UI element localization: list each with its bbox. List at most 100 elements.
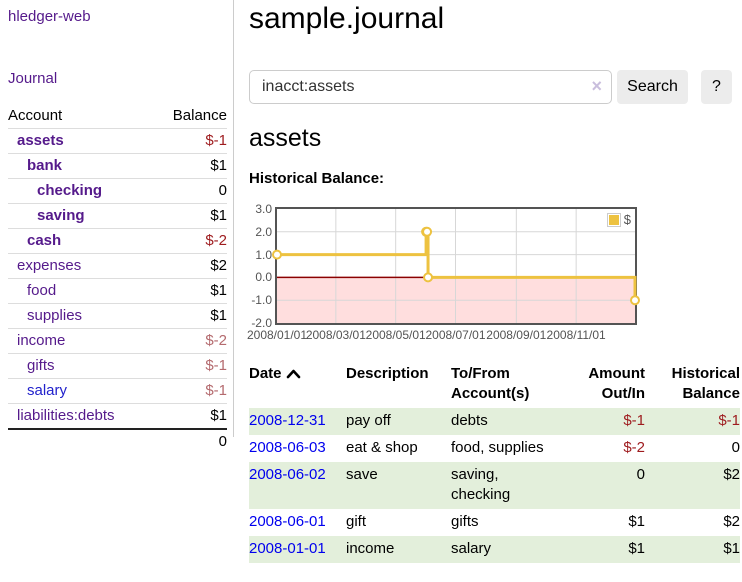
transaction-date-link[interactable]: 2008-06-01 (249, 513, 326, 530)
account-total-value: 0 (218, 433, 227, 450)
search-input-wrap: × (249, 70, 612, 104)
transaction-amount: $1 (628, 513, 645, 530)
y-tick-label: 2.0 (255, 224, 272, 239)
transaction-description: income (346, 540, 395, 557)
help-button[interactable]: ? (701, 70, 732, 104)
account-row: liabilities:debts $1 (8, 404, 227, 429)
account-row: gifts $-1 (8, 354, 227, 379)
y-tick-label: -2.0 (251, 316, 272, 330)
account-link[interactable]: income (17, 332, 66, 349)
sidebar-item-journal[interactable]: Journal (8, 70, 58, 87)
transaction-amount: 0 (636, 466, 645, 483)
main-content: sample.journal × Search ? assets Histori… (247, 0, 742, 582)
account-link[interactable]: salary (27, 382, 68, 399)
brand-link[interactable]: hledger-web (8, 8, 91, 25)
y-tick-label: -1.0 (251, 293, 272, 308)
account-link[interactable]: assets (17, 132, 64, 149)
account-balance: $1 (210, 157, 227, 174)
account-row: expenses $2 (8, 254, 227, 279)
transaction-description: pay off (346, 412, 391, 429)
account-row: bank $1 (8, 154, 227, 179)
description-column-header: Description (346, 365, 429, 382)
account-balance: $1 (210, 282, 227, 299)
account-tree: Account Balance assets $-1 bank $1 checking 0… (8, 104, 227, 454)
register-row: 2008-01-01 income salary $1 $1 (249, 536, 740, 563)
date-column-header[interactable]: Date (249, 358, 346, 408)
page-title: sample.journal (249, 2, 445, 35)
account-balance: $1 (210, 307, 227, 324)
account-heading: assets (249, 124, 322, 152)
transaction-description: eat & shop (346, 439, 418, 456)
account-balance: $2 (210, 257, 227, 274)
account-tree-body: assets $-1 bank $1 checking 0 saving $1 cash $-2 e… (8, 129, 227, 429)
search-input[interactable] (249, 70, 612, 104)
balance-column-header: Balance (172, 107, 227, 124)
register-header-row: Date Description To/From Account(s) Amou… (249, 358, 740, 408)
account-balance: $-2 (205, 332, 227, 349)
account-row: income $-2 (8, 329, 227, 354)
transaction-date-link[interactable]: 2008-01-01 (249, 540, 326, 557)
account-total-spacer (8, 429, 153, 454)
transaction-description: gift (346, 513, 367, 530)
amount-column-header: Amount Out/In (588, 365, 645, 402)
account-total-row: 0 (8, 429, 227, 454)
search-bar: × Search ? (249, 70, 742, 104)
account-row: checking 0 (8, 179, 227, 204)
account-link[interactable]: bank (27, 157, 63, 174)
x-tick-label: 2008/03/01 (305, 328, 366, 342)
legend-label: $ (623, 212, 631, 227)
y-tick-label: 0.0 (255, 270, 272, 285)
account-row: food $1 (8, 279, 227, 304)
account-balance: $1 (210, 207, 227, 224)
transaction-date-link[interactable]: 2008-12-31 (249, 412, 326, 429)
legend-swatch-icon (606, 212, 621, 227)
clear-search-icon[interactable]: × (591, 76, 602, 96)
chart-x-axis: 2008/01/01 2008/03/01 2008/05/01 2008/07/01… (247, 328, 635, 344)
chart-y-axis: 3.0 2.0 1.0 0.0 -1.0 -2.0 (239, 202, 272, 330)
account-link[interactable]: expenses (17, 257, 82, 274)
transaction-balance: $-1 (718, 412, 740, 429)
transaction-accounts: salary (451, 540, 492, 557)
y-tick-label: 1.0 (255, 247, 272, 262)
transaction-amount: $1 (628, 540, 645, 557)
account-link[interactable]: saving (37, 207, 85, 224)
account-row: supplies $1 (8, 304, 227, 329)
transaction-balance: $1 (723, 540, 740, 557)
transaction-accounts: gifts (451, 513, 479, 530)
transaction-amount: $-1 (623, 412, 645, 429)
x-tick-label: 2008/09/01 (486, 328, 547, 342)
account-balance: $-1 (205, 382, 227, 399)
register-row: 2008-12-31 pay off debts $-1 $-1 (249, 408, 740, 435)
account-row: salary $-1 (8, 379, 227, 404)
account-balance: 0 (218, 182, 227, 199)
historical-balance-chart: 3.0 2.0 1.0 0.0 -1.0 -2.0 $ 2008/01/01 2008/03… (247, 202, 640, 342)
transaction-description: save (346, 466, 378, 483)
transaction-accounts: saving, checking (451, 466, 511, 503)
chart-legend: $ (604, 211, 633, 228)
account-balance: $-1 (205, 132, 227, 149)
x-tick-label: 2008/01/01 (246, 328, 308, 342)
chart-plot-area (272, 209, 640, 323)
account-link[interactable]: food (27, 282, 57, 299)
account-link[interactable]: cash (27, 232, 62, 249)
transaction-accounts: food, supplies (451, 439, 544, 456)
account-link[interactable]: gifts (27, 357, 55, 374)
search-button[interactable]: Search (617, 70, 688, 104)
account-link[interactable]: supplies (27, 307, 83, 324)
x-tick-label: 2008/11/01 (546, 328, 606, 342)
account-row: saving $1 (8, 204, 227, 229)
transaction-date-link[interactable]: 2008-06-03 (249, 439, 326, 456)
transaction-date-link[interactable]: 2008-06-02 (249, 466, 326, 483)
account-link[interactable]: checking (37, 182, 103, 199)
account-row: assets $-1 (8, 129, 227, 154)
account-column-header: Account (8, 107, 63, 124)
transaction-amount: $-2 (623, 439, 645, 456)
account-balance: $1 (210, 407, 227, 424)
account-link[interactable]: liabilities:debts (17, 407, 115, 424)
accounts-column-header: To/From Account(s) (451, 365, 530, 402)
transaction-balance: 0 (731, 439, 740, 456)
transaction-balance: $2 (723, 466, 740, 483)
x-tick-label: 2008/05/01 (365, 328, 426, 342)
transaction-balance: $2 (723, 513, 740, 530)
account-balance: $-1 (205, 357, 227, 374)
